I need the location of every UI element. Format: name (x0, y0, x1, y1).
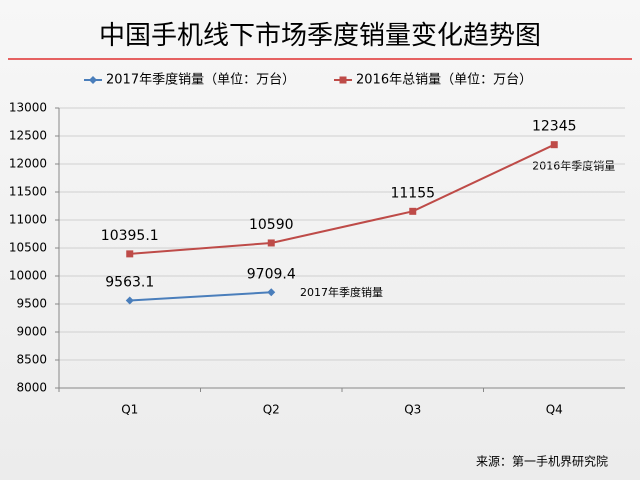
y-tick-label: 11000 (9, 213, 47, 227)
legend-label: 2016年总销量（单位：万台） (356, 73, 532, 88)
data-label: 9709.4 (247, 266, 296, 282)
x-tick-label: Q2 (263, 403, 280, 417)
series-line (129, 143, 555, 255)
data-label: 11155 (390, 185, 435, 201)
y-tick-label: 12500 (9, 129, 47, 143)
point (125, 296, 134, 305)
y-tick-label: 10000 (9, 269, 47, 283)
data-label: 10590 (249, 217, 294, 233)
y-tick-label: 10500 (9, 241, 47, 255)
point (409, 207, 417, 215)
source: 来源：第一手机界研究院 (476, 454, 608, 469)
y-tick-label: 8000 (16, 381, 47, 395)
legend-marker (339, 76, 347, 84)
y-tick-label: 9500 (16, 297, 47, 311)
data-label: 12345 (532, 119, 577, 135)
data-label: 10395.1 (101, 228, 159, 244)
legend-marker (89, 76, 97, 84)
annotation: 2016年季度销量 (532, 159, 615, 173)
point (267, 288, 276, 297)
y-tick-label: 9000 (16, 325, 47, 339)
y-tick-label: 11500 (9, 185, 47, 199)
point (267, 239, 275, 247)
series-line (129, 291, 272, 302)
y-tick-label: 12000 (9, 157, 47, 171)
x-tick-label: Q4 (546, 403, 563, 417)
point (550, 141, 558, 149)
annotation: 2017年季度销量 (300, 285, 383, 299)
y-tick-label: 8500 (16, 353, 47, 367)
point (126, 250, 134, 258)
x-tick-label: Q3 (404, 403, 421, 417)
legend-label: 2017年季度销量（单位：万台） (106, 72, 295, 88)
y-tick-label: 13000 (9, 101, 47, 115)
chart-title: 中国手机线下市场季度销量变化趋势图 (99, 21, 541, 51)
x-tick-label: Q1 (121, 403, 138, 417)
data-label: 9563.1 (105, 274, 154, 290)
